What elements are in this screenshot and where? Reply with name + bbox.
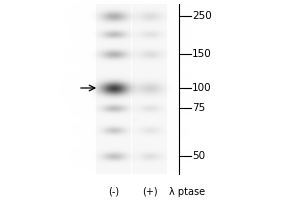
Text: (-): (-) xyxy=(108,187,120,197)
Text: 250: 250 xyxy=(192,11,212,21)
Text: 100: 100 xyxy=(192,83,212,93)
Text: 150: 150 xyxy=(192,49,212,59)
Text: λ ptase: λ ptase xyxy=(169,187,206,197)
Text: 75: 75 xyxy=(192,103,205,113)
Text: (+): (+) xyxy=(142,187,158,197)
Text: 50: 50 xyxy=(192,151,205,161)
